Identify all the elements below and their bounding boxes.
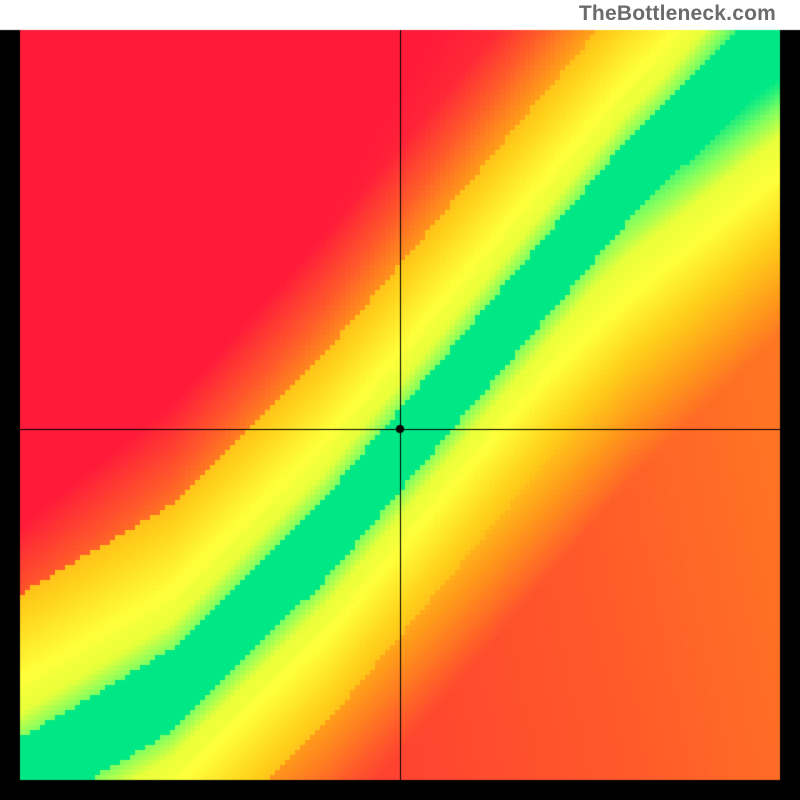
watermark-text: TheBottleneck.com xyxy=(579,2,776,26)
bottleneck-heatmap xyxy=(0,0,800,800)
chart-container: TheBottleneck.com xyxy=(0,0,800,800)
